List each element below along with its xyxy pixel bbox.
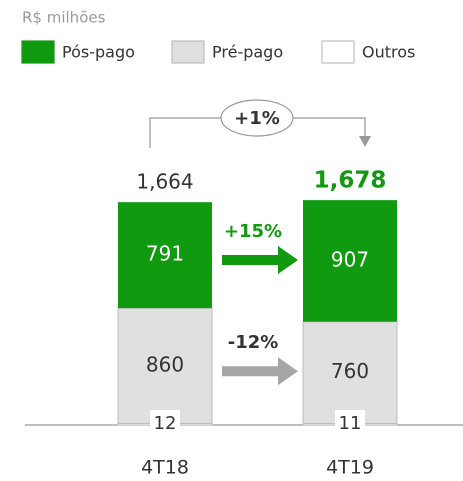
bar-segment [117, 307, 213, 424]
subtitle: R$ milhões [22, 9, 106, 27]
segment-label: 11 [339, 413, 362, 434]
segment-label: 760 [331, 359, 369, 383]
segment-label: 860 [146, 352, 184, 376]
legend-swatch [171, 40, 205, 64]
legend-label: Pós-pago [62, 43, 135, 62]
bar-segment [303, 200, 397, 322]
change-label: -12% [228, 332, 279, 353]
segment-label: 907 [331, 247, 369, 271]
total-label: 1,664 [136, 170, 193, 194]
bar-segment [118, 202, 212, 309]
outros-label-box [335, 410, 365, 438]
outros-label-box [150, 410, 180, 438]
legend-label: Outros [362, 43, 415, 62]
legend-swatch [21, 40, 55, 64]
x-tick-label: 4T18 [141, 457, 189, 479]
segment-label: 791 [146, 242, 184, 266]
segment-label: 12 [154, 413, 177, 434]
total-change: +1% [234, 108, 280, 129]
change-arrow [222, 246, 298, 275]
change-label: +15% [224, 221, 282, 242]
change-bubble [220, 99, 294, 137]
legend-label: Pré-pago [212, 43, 283, 62]
legend-swatch [321, 40, 355, 64]
x-tick-label: 4T19 [326, 457, 374, 479]
bracket-arrowhead [359, 136, 371, 147]
total-label: 1,678 [314, 168, 387, 194]
change-arrow [222, 357, 298, 386]
